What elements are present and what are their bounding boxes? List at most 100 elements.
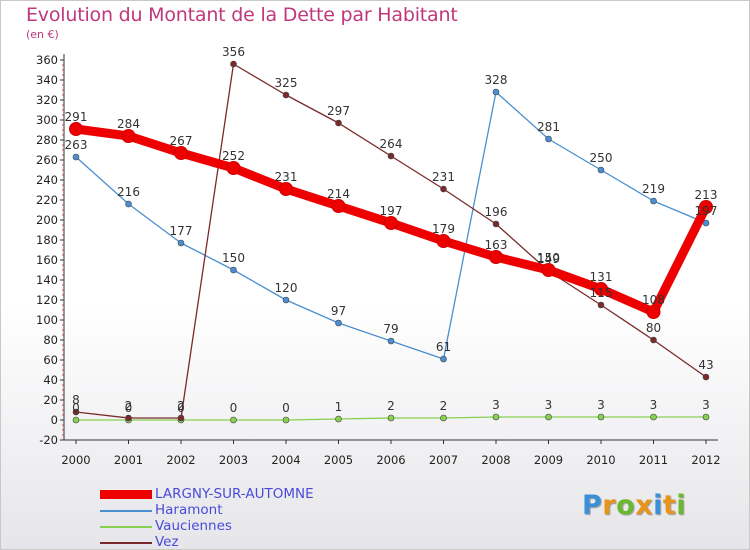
data-point [492, 413, 500, 421]
y-tick-label: 180 [36, 233, 58, 247]
data-label: 3 [650, 398, 658, 412]
data-point [699, 200, 713, 214]
x-tick-label: 2008 [481, 453, 510, 467]
data-label: 231 [275, 170, 298, 184]
y-tick-label: 0 [51, 413, 58, 427]
legend-swatch [100, 490, 152, 499]
logo-letter: r [602, 490, 617, 521]
data-label: 79 [383, 322, 398, 336]
logo-letter: o [616, 490, 636, 521]
data-label: 250 [590, 151, 613, 165]
data-label: 1 [335, 400, 343, 414]
data-label: 150 [537, 251, 560, 265]
data-point [436, 234, 451, 248]
data-label: 328 [485, 73, 508, 87]
x-tick-label: 2000 [61, 453, 90, 467]
x-tick-label: 2007 [429, 453, 458, 467]
y-tick-label: 220 [36, 193, 58, 207]
data-point [72, 416, 80, 424]
y-tick-label: 60 [43, 353, 58, 367]
data-label: 131 [590, 270, 613, 284]
series-largny-sur-automne [69, 122, 713, 319]
data-point [597, 301, 605, 309]
series-vez [72, 60, 710, 422]
data-label: 214 [327, 187, 350, 201]
data-label: 108 [642, 293, 665, 307]
data-label: 120 [275, 281, 298, 295]
chart-title: Evolution du Montant de la Dette par Hab… [26, 4, 458, 26]
data-label: 231 [432, 170, 455, 184]
proxiti-logo: Proxiti [582, 490, 686, 521]
series-vauciennes [72, 413, 710, 424]
data-point [597, 166, 605, 174]
data-point [650, 413, 657, 421]
data-label: 219 [642, 182, 665, 196]
data-label: 2 [177, 399, 185, 413]
data-point [125, 414, 132, 422]
data-label: 2 [387, 399, 395, 413]
data-point [387, 414, 395, 422]
data-point [646, 305, 661, 319]
legend-label: Haramont [155, 502, 223, 518]
data-label: 252 [222, 149, 245, 163]
logo-letter: i [653, 490, 663, 521]
data-label: 325 [275, 76, 298, 90]
x-tick-label: 2011 [639, 453, 668, 467]
legend-label: Vauciennes [155, 518, 232, 534]
data-label: 267 [170, 134, 193, 148]
data-label: 356 [222, 45, 245, 59]
data-label: 0 [72, 401, 80, 415]
data-point [541, 263, 556, 277]
data-label: 179 [432, 222, 455, 236]
data-label: 3 [545, 398, 553, 412]
data-label: 3 [597, 398, 605, 412]
data-point [177, 414, 185, 422]
y-tick-label: 100 [36, 313, 58, 327]
data-point [226, 161, 241, 175]
data-point [594, 282, 608, 296]
y-tick-label: 140 [36, 273, 58, 287]
x-tick-label: 2012 [691, 453, 720, 467]
data-point [545, 135, 552, 143]
data-label: 216 [117, 185, 140, 199]
x-tick-label: 2001 [114, 453, 143, 467]
series-haramont [72, 88, 710, 363]
data-point [335, 119, 342, 127]
data-point [125, 200, 132, 208]
data-label: 213 [695, 188, 718, 202]
data-label: 0 [230, 401, 238, 415]
x-tick-label: 2002 [166, 453, 195, 467]
y-tick-label: -20 [39, 433, 58, 447]
y-tick-label: 200 [36, 213, 58, 227]
x-tick-label: 2003 [219, 453, 248, 467]
legend-swatch [100, 542, 152, 544]
data-point [335, 319, 342, 327]
axes: -200204060801001201401601802002202402602… [36, 53, 721, 467]
y-tick-label: 320 [36, 93, 58, 107]
data-label: 196 [485, 205, 508, 219]
data-point [440, 185, 447, 193]
data-label: 3 [492, 398, 500, 412]
legend-label: Vez [155, 534, 179, 550]
legend-swatch [100, 526, 152, 528]
data-label: 281 [537, 120, 560, 134]
data-point [279, 182, 293, 196]
x-tick-label: 2004 [271, 453, 300, 467]
data-label: 97 [331, 304, 346, 318]
data-label: 43 [698, 358, 713, 372]
data-point [121, 129, 136, 143]
data-label: 8 [72, 393, 80, 407]
data-label: 149 [537, 252, 560, 266]
data-point [440, 355, 447, 363]
data-point [72, 153, 80, 161]
data-label: 264 [380, 137, 403, 151]
data-point [492, 88, 500, 96]
data-point [489, 250, 503, 264]
x-tick-label: 2005 [324, 453, 353, 467]
data-label: 115 [590, 286, 613, 300]
y-tick-label: 20 [43, 393, 58, 407]
data-point [230, 266, 237, 274]
data-point [230, 416, 237, 424]
data-point [282, 296, 290, 304]
